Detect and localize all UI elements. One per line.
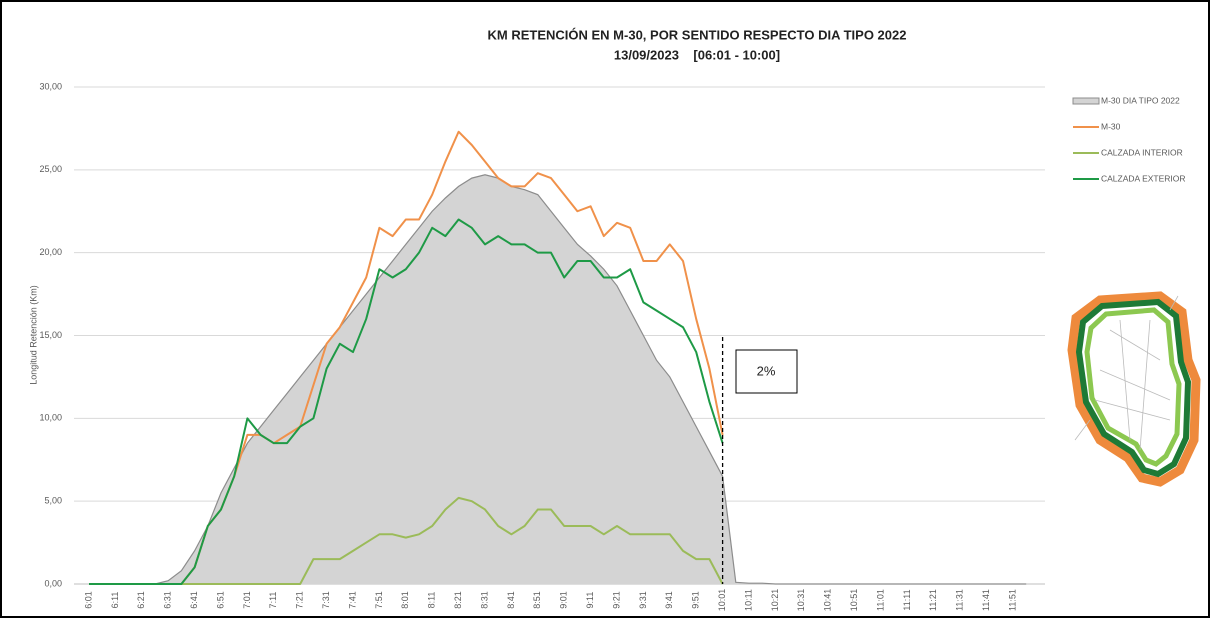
x-tick-label: 6:31	[163, 591, 173, 609]
x-tick-label: 10:11	[743, 589, 753, 611]
chart-title: KM RETENCIÓN EN M-30, POR SENTIDO RESPEC…	[488, 27, 907, 42]
area	[89, 174, 1027, 584]
x-tick-label: 11:01	[875, 589, 885, 611]
x-tick-label: 9:11	[585, 592, 595, 609]
x-tick-label: 10:21	[770, 589, 780, 612]
x-tick-label: 10:31	[796, 589, 806, 612]
y-tick-label: 25,00	[39, 164, 62, 174]
x-tick-label: 11:31	[955, 589, 965, 611]
x-tick-label: 7:31	[321, 591, 331, 609]
x-tick-label: 10:01	[717, 589, 727, 612]
x-tick-label: 6:21	[136, 591, 146, 609]
line	[89, 496, 724, 585]
annotation: 2%	[757, 363, 776, 378]
x-tick-label: 6:01	[83, 591, 93, 609]
x-tick-label: 11:21	[928, 589, 938, 611]
annotation-box	[735, 349, 798, 394]
x-tick-label: 7:41	[347, 591, 357, 609]
x-tick-label: 7:51	[374, 591, 384, 609]
x-tick-label: 9:21	[611, 591, 621, 609]
x-tick-label: 9:41	[664, 591, 674, 609]
y-tick-label: 20,00	[39, 247, 62, 257]
x-tick-label: 6:41	[189, 591, 199, 609]
y-tick-label: 15,00	[39, 330, 62, 340]
line	[89, 218, 724, 585]
x-tick-label: 7:21	[295, 591, 305, 609]
x-tick-label: 8:41	[506, 591, 516, 609]
x-tick-label: 8:51	[532, 591, 542, 609]
x-tick-label: 9:51	[691, 591, 701, 609]
x-tick-label: 10:41	[823, 589, 833, 612]
x-tick-label: 8:21	[453, 591, 463, 609]
y-axis-title: Longitud Retención (Km)	[28, 285, 38, 385]
x-tick-label: 6:51	[215, 591, 225, 609]
x-tick-label: 8:01	[400, 591, 410, 609]
plot: 0,00 5,00 10,00 15,00 20,00 25,00 30,00 6:01 6:1…	[39, 81, 1045, 611]
x-tick-label: 11:41	[981, 589, 991, 611]
x-tick-label: 7:01	[242, 591, 252, 609]
x-tick-label: 11:51	[1007, 589, 1017, 611]
x-tick-label: 9:01	[559, 591, 569, 609]
y-tick-label: 0,00	[44, 578, 62, 588]
y-tick-label: 5,00	[44, 496, 62, 506]
legend: M-30 DIA TIPO 2022 M-30 CALZADA INTERIOR CA…	[1072, 95, 1186, 183]
x-tick-label: 8:31	[479, 591, 489, 609]
map	[1067, 291, 1201, 487]
legend-label: M-30	[1101, 121, 1121, 131]
chart-subtitle: 13/09/2023 [06:01 - 10:00]	[614, 47, 780, 62]
y-tick-label: 30,00	[39, 81, 62, 91]
legend-label: CALZADA EXTERIOR	[1101, 173, 1186, 183]
x-tick-label: 9:31	[638, 591, 648, 609]
legend-label: M-30 DIA TIPO 2022	[1101, 95, 1180, 105]
x-tick-label: 10:51	[849, 589, 859, 612]
area-outline	[89, 174, 1027, 585]
x-tick-label: 11:11	[902, 589, 912, 610]
legend-swatch	[1072, 97, 1100, 105]
x-tick-label: 8:11	[427, 592, 437, 609]
x-tick-label: 7:11	[268, 592, 278, 609]
legend-label: CALZADA INTERIOR	[1101, 147, 1183, 157]
x-tick-label: 6:11	[110, 592, 120, 609]
y-tick-label: 10,00	[39, 413, 62, 423]
